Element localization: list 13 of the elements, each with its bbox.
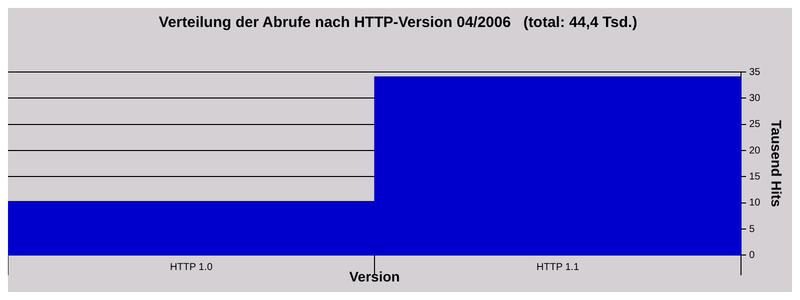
x-axis-title: Version: [349, 268, 400, 284]
y-tick-label: 25: [749, 119, 761, 130]
y-tick-label: 5: [749, 224, 756, 235]
y-tick-label: 20: [749, 145, 761, 156]
y-tick-label: 30: [749, 92, 761, 104]
y-tick-label: 10: [749, 198, 761, 209]
x-tick-label: HTTP 1.0: [170, 262, 214, 273]
y-tick-label: 35: [749, 66, 761, 78]
y-tick-label: 15: [749, 171, 761, 182]
chart-title: Verteilung der Abrufe nach HTTP-Version 04/2006 (total: 44,4 Tsd.): [158, 14, 638, 32]
y-axis-title: Tausend Hits: [768, 120, 785, 208]
y-tick-label: 0: [749, 250, 756, 261]
x-tick-label: HTTP 1.1: [536, 262, 580, 273]
